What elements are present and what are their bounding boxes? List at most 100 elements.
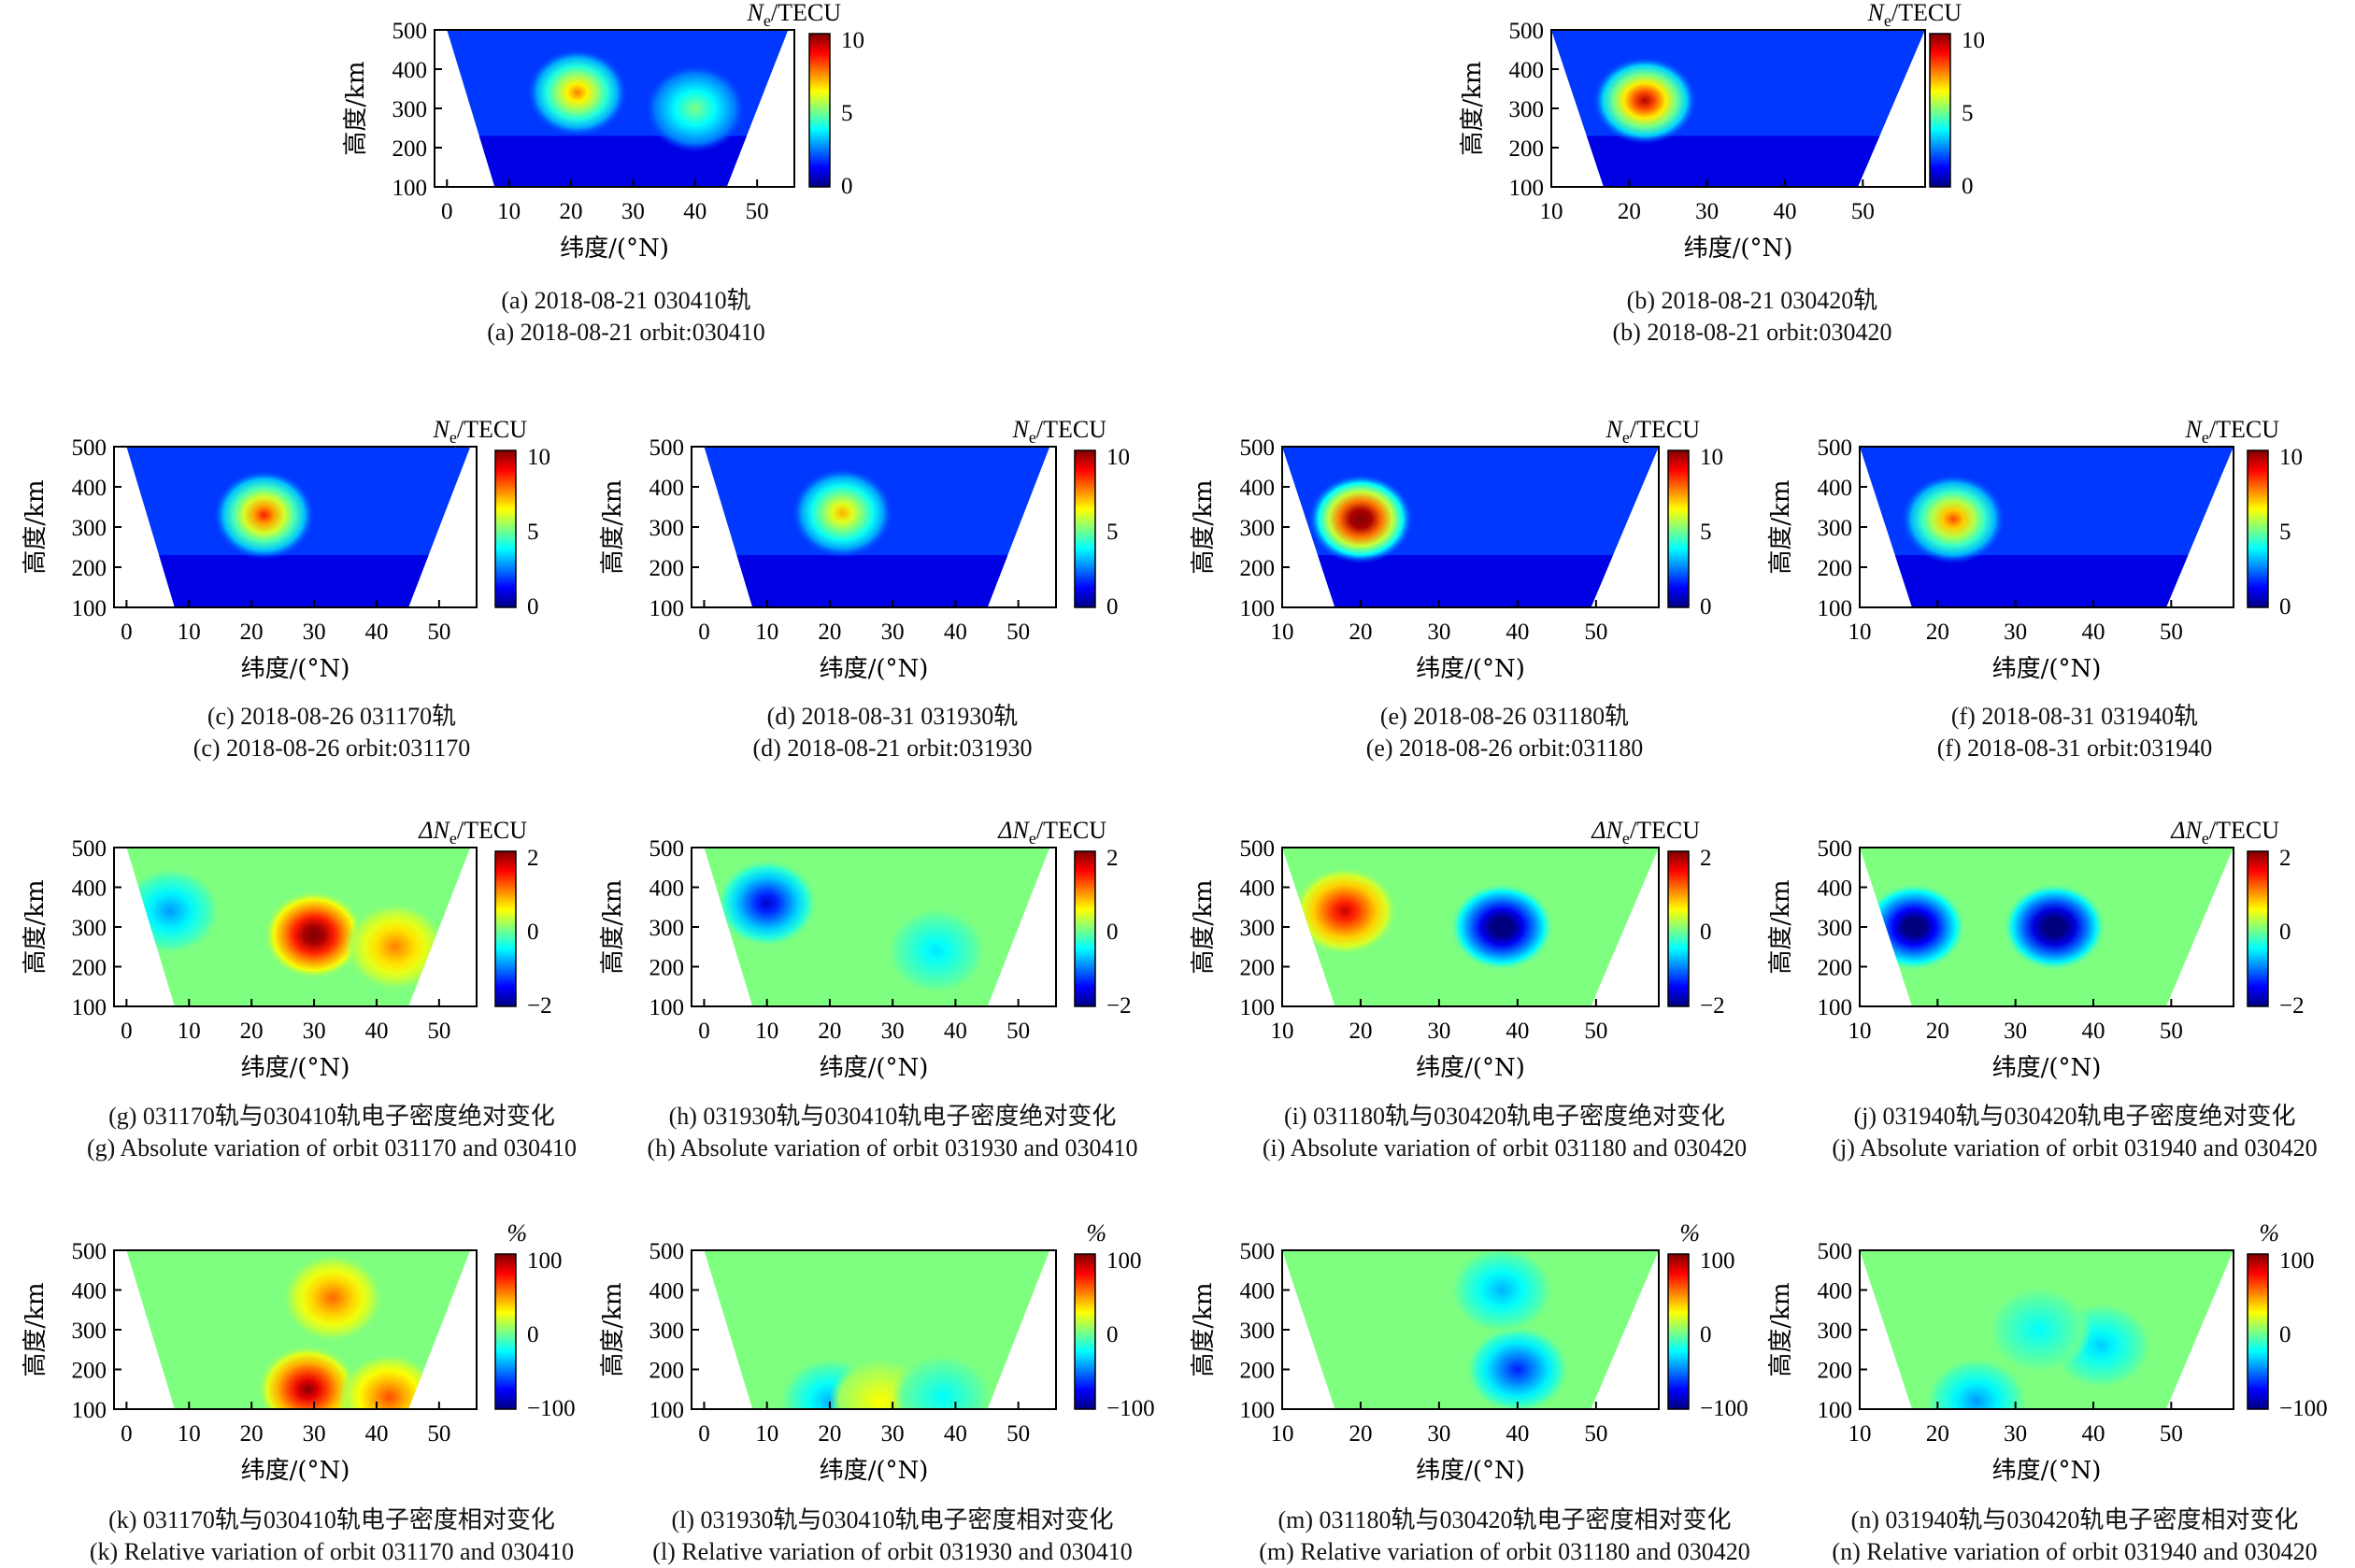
x-tick-label: 30: [621, 199, 645, 224]
x-tick-label: 10: [178, 1421, 201, 1447]
x-axis-label: 纬度/(°N): [1416, 655, 1525, 683]
y-tick-label: 400: [649, 877, 685, 902]
caption-f: (f) 2018-08-31 031940轨 (f) 2018-08-31 orb…: [1937, 701, 2213, 764]
caption-j: (j) 031940轨与030420轨电子密度绝对变化 (j) Absolute …: [1832, 1101, 2317, 1164]
x-tick-label: 50: [427, 1019, 450, 1044]
x-tick-label: 40: [2082, 620, 2105, 645]
y-axis-label: 高度/km: [1190, 1282, 1218, 1376]
colorbar-tick-label: 5: [841, 101, 853, 126]
colorbar-title-sub: e: [1884, 11, 1891, 30]
colorbar-tick-label: 2: [1700, 846, 1712, 871]
x-tick-label: 50: [2160, 1421, 2183, 1447]
caption-a: (a) 2018-08-21 030410轨 (a) 2018-08-21 orb…: [487, 285, 765, 349]
x-tick-label: 50: [1006, 1019, 1030, 1044]
panel-k: 100 200 300 400 500 0 10 20 30 40 50 高度/km 纬度/(°N) 10…: [21, 1219, 576, 1485]
x-tick-label: 20: [1926, 620, 1949, 645]
y-tick-label: 100: [649, 596, 685, 621]
y-tick-label: 200: [649, 1359, 685, 1384]
x-tick-label: 10: [755, 1421, 778, 1447]
caption-en: (a) 2018-08-21 orbit:030410: [487, 319, 765, 346]
heatmap-peak: [1292, 866, 1398, 956]
y-tick-label: 500: [1240, 836, 1276, 862]
heatmap-peak: [338, 1352, 440, 1409]
x-axis-label: 纬度/(°N): [241, 1457, 350, 1485]
colorbar: [1667, 1253, 1690, 1410]
colorbar-tick-label: 0: [2279, 919, 2291, 945]
heatmap-field: [1282, 1250, 1659, 1409]
heatmap-low-band: [1860, 555, 2234, 607]
caption-en: (l) Relative variation of orbit 031930 a…: [652, 1538, 1133, 1565]
colorbar-title: ΔNe/TECU: [418, 817, 527, 848]
x-tick-label: 50: [1006, 1421, 1030, 1447]
y-tick-label: 200: [649, 556, 685, 581]
x-tick-label: 10: [1848, 1019, 1872, 1044]
caption-k: (k) 031170轨与030410轨电子密度相对变化 (k) Relative …: [90, 1504, 574, 1568]
x-tick-label: 30: [881, 620, 905, 645]
colorbar-title-unit: /TECU: [457, 817, 527, 844]
colorbar-title-unit: /TECU: [457, 416, 527, 443]
colorbar-title-unit: /TECU: [771, 0, 841, 26]
y-tick-label: 100: [392, 176, 428, 201]
colorbar-title-main: %: [507, 1219, 527, 1247]
colorbar: [1074, 1253, 1096, 1410]
caption-cn: (g) 031170轨与030410轨电子密度绝对变化: [108, 1103, 555, 1130]
x-tick-label: 40: [944, 1421, 967, 1447]
x-tick-label: 50: [746, 199, 769, 224]
heatmap-peak: [1592, 56, 1697, 145]
y-tick-label: 300: [1240, 1319, 1276, 1344]
caption-cn: (f) 2018-08-31 031940轨: [1950, 703, 2199, 730]
colorbar-title-sub: e: [1622, 428, 1630, 447]
y-tick-label: 500: [1818, 1239, 1853, 1264]
colorbar-title-main: %: [1679, 1219, 1700, 1247]
heatmap-peak: [126, 866, 221, 956]
x-tick-label: 30: [1427, 1421, 1450, 1447]
y-tick-label: 300: [72, 1319, 107, 1344]
colorbar-title: Ne/TECU: [1012, 416, 1107, 447]
heatmap-peak: [213, 469, 315, 561]
x-axis-label: 纬度/(°N): [1992, 1457, 2102, 1485]
x-tick-label: 40: [683, 199, 706, 224]
caption-en: (c) 2018-08-26 orbit:031170: [193, 734, 471, 762]
y-tick-label: 200: [1240, 956, 1276, 981]
x-tick-label: 30: [1427, 1019, 1450, 1044]
x-tick-label: 20: [818, 1421, 841, 1447]
colorbar-title: %: [507, 1219, 527, 1247]
colorbar-title-sub: e: [450, 829, 457, 848]
heatmap-peak: [1449, 1250, 1555, 1335]
caption-cn: (a) 2018-08-21 030410轨: [501, 287, 751, 314]
colorbar-tick-label: −2: [527, 993, 552, 1019]
heatmap-peak: [263, 890, 365, 980]
caption-cn: (d) 2018-08-31 031930轨: [766, 703, 1019, 730]
colorbar-tick-label: 5: [527, 520, 539, 545]
y-tick-label: 100: [1818, 596, 1853, 621]
colorbar-tick-label: 0: [2279, 594, 2291, 620]
y-tick-label: 400: [1818, 476, 1853, 501]
y-tick-label: 100: [1240, 995, 1276, 1020]
colorbar-title: Ne/TECU: [747, 0, 842, 30]
x-tick-label: 40: [944, 1019, 967, 1044]
colorbar-tick-label: 0: [1700, 1322, 1712, 1347]
heatmap-field: [1282, 447, 1659, 607]
caption-cn: (j) 031940轨与030420轨电子密度绝对变化: [1853, 1103, 2296, 1130]
x-tick-label: 40: [1774, 199, 1797, 224]
x-tick-label: 20: [1926, 1019, 1949, 1044]
colorbar-tick-label: −100: [1700, 1396, 1748, 1421]
colorbar-tick-label: 2: [2279, 846, 2291, 871]
heatmap-field: [1282, 848, 1659, 1006]
caption-cn: (i) 031180轨与030420轨电子密度绝对变化: [1283, 1103, 1726, 1130]
colorbar: [2247, 449, 2269, 608]
heatmap-peak: [885, 905, 988, 996]
y-axis-label: 高度/km: [1767, 1282, 1795, 1376]
caption-cn: (e) 2018-08-26 031180轨: [1379, 703, 1630, 730]
y-tick-label: 100: [1818, 995, 1853, 1020]
heatmap-low-band: [1551, 135, 1925, 187]
y-tick-label: 200: [72, 1359, 107, 1384]
colorbar-tick-label: 0: [1962, 174, 1974, 199]
y-tick-label: 200: [1509, 136, 1545, 162]
heatmap-peak: [1924, 1356, 2029, 1409]
y-tick-label: 300: [1240, 516, 1276, 541]
colorbar: [808, 33, 831, 188]
x-tick-label: 0: [698, 1019, 710, 1044]
heatmap-peak: [1449, 882, 1555, 972]
